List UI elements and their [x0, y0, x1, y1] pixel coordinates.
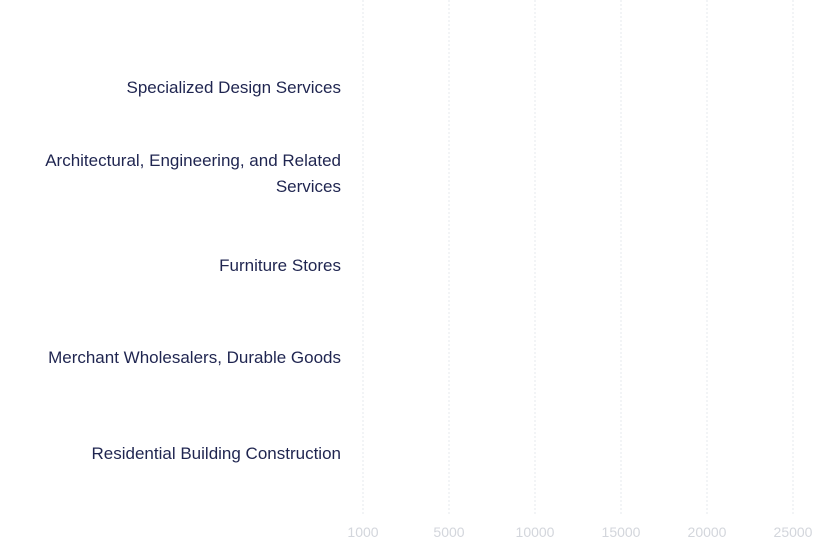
category-label: Architectural, Engineering, and Related …	[45, 151, 341, 196]
category-label: Merchant Wholesalers, Durable Goods	[48, 348, 341, 367]
x-tick-label: 1000	[347, 524, 378, 540]
x-tick-label: 25000	[774, 524, 813, 540]
category-label: Specialized Design Services	[126, 78, 342, 97]
x-tick-label: 10000	[516, 524, 555, 540]
category-label: Residential Building Construction	[91, 444, 341, 463]
x-tick-label: 15000	[602, 524, 641, 540]
x-tick-label: 5000	[433, 524, 464, 540]
category-label: Furniture Stores	[219, 256, 341, 275]
x-tick-label: 20000	[688, 524, 727, 540]
